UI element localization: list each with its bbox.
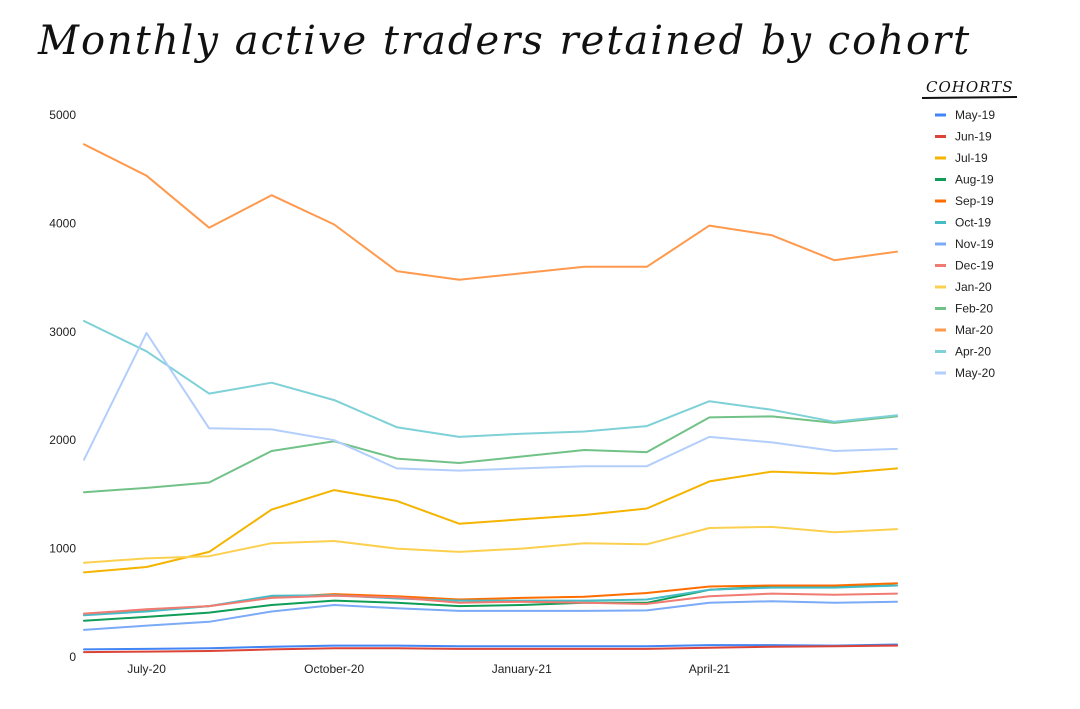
legend-entry-label: May-20 — [955, 366, 995, 380]
y-tick-label: 0 — [69, 650, 76, 664]
series-line-jan-20 — [83, 525, 898, 564]
series-line-apr-20 — [83, 320, 898, 438]
y-tick-label: 1000 — [49, 542, 76, 556]
legend-entry-label: Apr-20 — [955, 345, 991, 359]
series-line-jun-19 — [83, 644, 898, 654]
legend-entry-label: May-19 — [955, 108, 995, 122]
legend-entry-label: Jan-20 — [955, 280, 992, 294]
series-line-mar-20 — [83, 143, 898, 281]
legend-entry-label: Sep-19 — [955, 194, 994, 208]
series-line-feb-20 — [83, 415, 898, 494]
series-line-dec-19 — [83, 592, 898, 615]
x-tick-label: January-21 — [492, 662, 552, 676]
series-line-nov-19 — [83, 600, 898, 631]
series-line-may-20 — [83, 331, 898, 472]
x-axis: July-20 October-20 January-21 April-21 — [127, 662, 730, 676]
series-line-jul-19 — [83, 467, 898, 574]
legend-entry-label: Nov-19 — [955, 237, 994, 251]
legend-entry-label: Oct-19 — [955, 216, 991, 230]
x-tick-label: October-20 — [304, 662, 364, 676]
y-tick-label: 4000 — [49, 216, 76, 230]
x-tick-label: April-21 — [689, 662, 731, 676]
legend-entry-label: Jun-19 — [955, 130, 992, 144]
y-axis: 0 1000 2000 3000 4000 5000 — [49, 108, 76, 664]
y-tick-label: 5000 — [49, 108, 76, 122]
series-lines — [83, 143, 898, 654]
chart-title: Monthly active traders retained by cohor… — [38, 18, 972, 64]
legend-entry-label: Dec-19 — [955, 259, 994, 273]
y-tick-label: 3000 — [49, 325, 76, 339]
legend-title-underline — [921, 96, 1018, 99]
y-tick-label: 2000 — [49, 433, 76, 447]
legend-entry-label: Mar-20 — [955, 323, 993, 337]
legend-entry-label: Aug-19 — [955, 173, 994, 187]
legend-entry-label: Feb-20 — [955, 302, 993, 316]
legend: COHORTS May-19 Jun-19 Jul-19 Aug-19 Sep-19 Oc… — [921, 78, 1018, 380]
series-line-may-19 — [83, 643, 898, 651]
legend-entry-label: Jul-19 — [955, 151, 988, 165]
x-tick-label: July-20 — [127, 662, 166, 676]
legend-title: COHORTS — [926, 78, 1013, 96]
